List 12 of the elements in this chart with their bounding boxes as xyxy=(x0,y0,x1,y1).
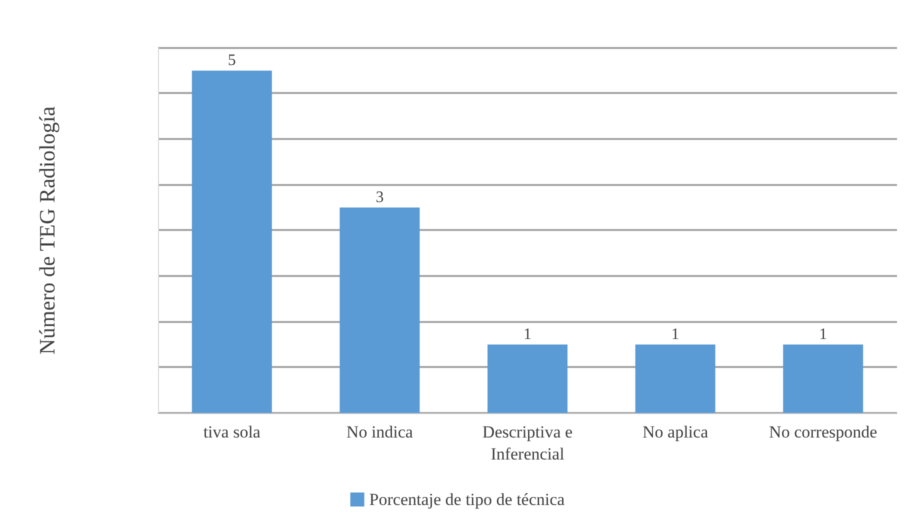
x-tick-label: tiva sola xyxy=(203,422,261,442)
data-label: 3 xyxy=(376,189,384,206)
data-label: 1 xyxy=(524,326,532,344)
x-tick-label: No corresponde xyxy=(769,422,878,442)
data-label: 1 xyxy=(671,326,680,344)
data-label: 1 xyxy=(819,326,828,344)
x-tick-label: No aplica xyxy=(642,422,709,442)
x-tick-label: No indica xyxy=(346,422,414,442)
data-label: 5 xyxy=(228,52,236,70)
y-axis-title: Número de TEG Radiología xyxy=(34,106,60,355)
x-tick-label: Descriptiva e Inferencial xyxy=(482,422,573,464)
legend-label: Porcentaje de tipo de técnica xyxy=(369,490,566,509)
